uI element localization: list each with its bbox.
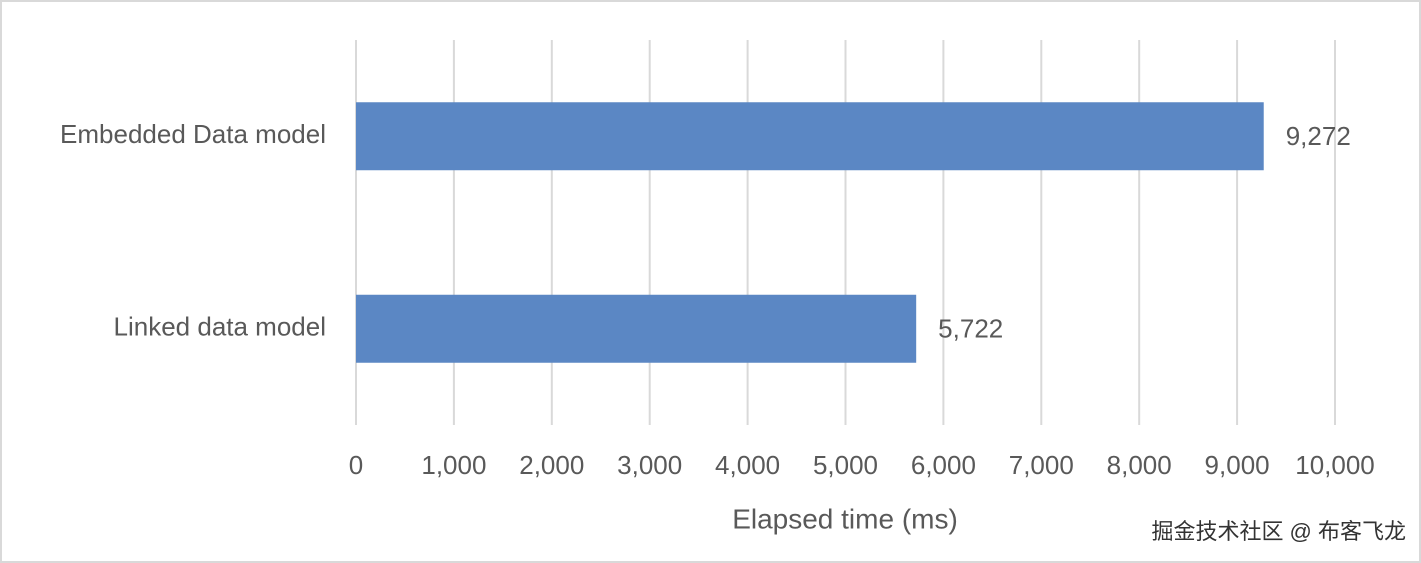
value-label: 9,272 [1286, 121, 1351, 151]
x-tick-label: 8,000 [1107, 450, 1172, 480]
x-tick-label: 9,000 [1205, 450, 1270, 480]
bar [356, 294, 917, 363]
x-axis-label: Elapsed time (ms) [732, 503, 958, 534]
x-tick-label: 1,000 [421, 450, 486, 480]
x-tick-label: 2,000 [519, 450, 584, 480]
x-tick-label: 3,000 [617, 450, 682, 480]
x-tick-label: 4,000 [715, 450, 780, 480]
watermark: 掘金技术社区 @ 布客飞龙 [1151, 519, 1406, 544]
y-tick-label: Embedded Data model [60, 119, 326, 149]
y-tick-label: Linked data model [114, 312, 326, 342]
x-tick-label: 5,000 [813, 450, 878, 480]
x-tick-label: 7,000 [1009, 450, 1074, 480]
x-tick-label: 6,000 [911, 450, 976, 480]
value-label: 5,722 [938, 314, 1003, 344]
x-tick-label: 0 [349, 450, 363, 480]
bar [356, 102, 1264, 171]
x-tick-label: 10,000 [1295, 450, 1375, 480]
